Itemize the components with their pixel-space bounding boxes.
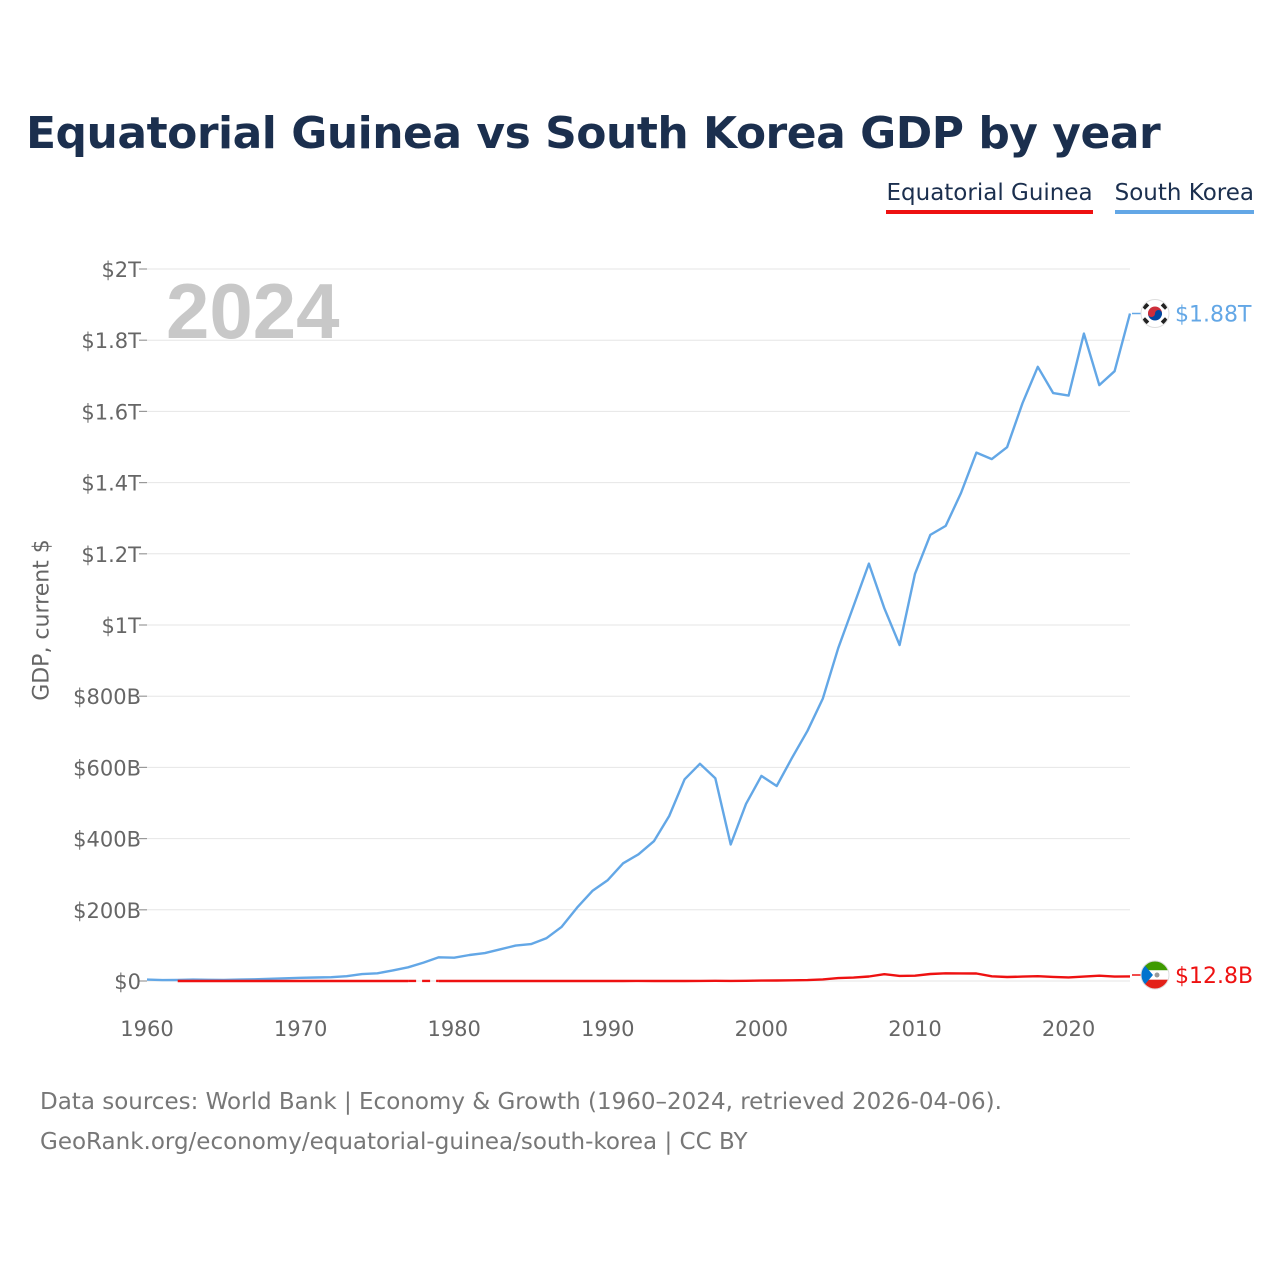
y-tick-label: $2T bbox=[101, 258, 141, 282]
chart-title: Equatorial Guinea vs South Korea GDP by … bbox=[26, 108, 1161, 159]
y-tick-label: $1.6T bbox=[81, 400, 141, 424]
x-tick-label: 2020 bbox=[1042, 1017, 1095, 1041]
x-tick-label: 2010 bbox=[888, 1017, 941, 1041]
y-tick-label: $800B bbox=[73, 685, 141, 709]
source-note: Data sources: World Bank | Economy & Gro… bbox=[40, 1082, 1002, 1162]
y-tick-label: $1.4T bbox=[81, 472, 141, 496]
source-line-2[interactable]: GeoRank.org/economy/equatorial-guinea/so… bbox=[40, 1129, 748, 1155]
source-line-1: Data sources: World Bank | Economy & Gro… bbox=[40, 1089, 1002, 1115]
y-tick-label: $600B bbox=[73, 756, 141, 780]
legend-item-equatorial-guinea[interactable]: Equatorial Guinea bbox=[886, 180, 1093, 214]
legend: Equatorial Guinea South Korea bbox=[886, 180, 1254, 214]
x-tick-label: 2000 bbox=[735, 1017, 788, 1041]
y-tick-label: $200B bbox=[73, 899, 141, 923]
x-tick-label: 1970 bbox=[274, 1017, 327, 1041]
equatorial-guinea-flag-icon bbox=[1140, 960, 1170, 990]
x-axis-ticks: 1960 1970 1980 1990 2000 2010 2020 bbox=[120, 1017, 1095, 1041]
year-watermark: 2024 bbox=[166, 267, 340, 355]
y-axis-ticks: $0 $200B $400B $600B $800B $1T $1.2T $1.4T $1.6T… bbox=[73, 258, 147, 994]
series-line-south-korea[interactable] bbox=[146, 313, 1132, 982]
y-tick-label: $1T bbox=[101, 614, 141, 638]
y-tick-label: $1.2T bbox=[81, 543, 141, 567]
legend-item-south-korea[interactable]: South Korea bbox=[1114, 180, 1254, 214]
end-value-label-equatorial-guinea: $12.8B bbox=[1175, 964, 1253, 989]
series-end-labels: $1.88T $12.8B bbox=[1132, 299, 1253, 990]
end-value-label-south-korea: $1.88T bbox=[1175, 303, 1252, 328]
y-tick-label: $1.8T bbox=[81, 329, 141, 353]
gridlines bbox=[147, 268, 1130, 982]
x-tick-label: 1960 bbox=[120, 1017, 173, 1041]
x-tick-label: 1980 bbox=[427, 1017, 480, 1041]
series-line-equatorial-guinea[interactable] bbox=[438, 972, 1131, 983]
south-korea-flag-icon bbox=[1140, 299, 1170, 328]
y-tick-label: $0 bbox=[114, 970, 141, 994]
series-lines bbox=[146, 313, 1132, 983]
x-tick-label: 1990 bbox=[581, 1017, 634, 1041]
y-tick-label: $400B bbox=[73, 828, 141, 852]
